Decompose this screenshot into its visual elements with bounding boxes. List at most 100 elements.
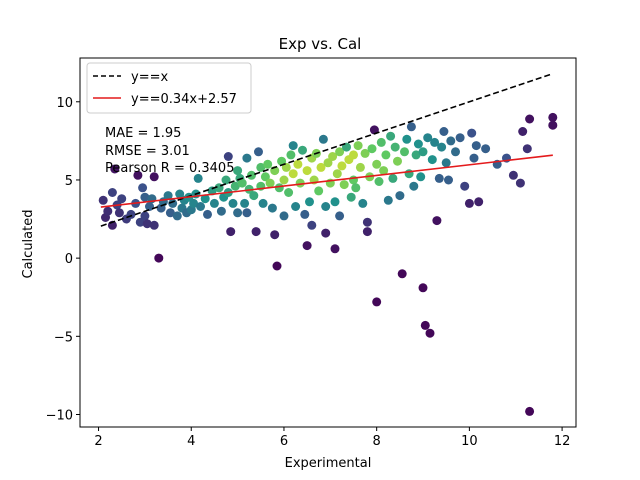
data-point <box>376 137 386 147</box>
legend-label-fit: y==0.34x+2.57 <box>131 92 237 107</box>
data-point <box>388 173 398 183</box>
data-point <box>226 227 236 237</box>
data-point <box>432 216 442 226</box>
data-point <box>145 202 154 211</box>
data-point <box>154 253 164 263</box>
data-point <box>393 156 402 166</box>
data-point <box>515 178 525 188</box>
data-point <box>233 208 243 218</box>
data-point <box>175 189 185 199</box>
data-point <box>427 155 437 165</box>
data-point <box>189 198 199 208</box>
data-point <box>216 206 226 216</box>
data-point <box>418 147 428 157</box>
data-point <box>351 183 361 193</box>
data-point <box>196 202 205 211</box>
data-point <box>265 178 275 188</box>
data-point <box>142 219 152 229</box>
x-tick-label: 4 <box>187 434 195 449</box>
data-point <box>455 133 465 143</box>
data-point <box>251 227 261 237</box>
data-point <box>406 122 416 132</box>
metrics-annotation: MAE = 1.95 RMSE = 3.01 Pearson R = 0.340… <box>105 126 234 176</box>
data-point <box>149 172 159 182</box>
data-point <box>133 170 143 180</box>
data-point <box>165 208 175 218</box>
data-point <box>316 162 326 172</box>
data-point <box>474 197 484 207</box>
legend: y==x y==0.34x+2.57 <box>86 62 252 114</box>
data-point <box>203 209 212 219</box>
data-point <box>525 114 535 124</box>
data-point <box>342 142 351 152</box>
data-point <box>358 198 368 208</box>
data-point <box>437 142 447 152</box>
y-tick-label: 5 <box>65 174 73 189</box>
data-point <box>279 211 289 221</box>
data-point <box>390 142 400 152</box>
data-point <box>434 173 444 183</box>
data-point <box>279 175 289 185</box>
data-point <box>372 297 382 307</box>
data-point <box>172 211 182 221</box>
data-point <box>258 198 268 208</box>
data-point <box>272 261 282 271</box>
data-point <box>379 166 389 176</box>
data-point <box>349 150 358 160</box>
data-point <box>418 283 428 293</box>
data-point <box>330 197 340 207</box>
y-tick-label: 0 <box>65 252 73 267</box>
data-point <box>291 202 301 211</box>
data-point <box>481 144 491 154</box>
data-point <box>321 228 331 238</box>
data-point <box>402 134 412 144</box>
data-point <box>420 320 430 330</box>
data-point <box>362 217 372 227</box>
data-point <box>411 150 421 160</box>
data-point <box>464 198 474 208</box>
data-point <box>441 158 451 168</box>
data-point <box>302 241 312 251</box>
data-point <box>362 227 372 237</box>
points-layer <box>98 112 558 416</box>
data-point <box>140 192 150 202</box>
data-point <box>193 173 203 183</box>
data-point <box>307 220 317 230</box>
data-point <box>110 164 120 174</box>
data-point <box>349 175 358 185</box>
data-point <box>439 127 449 136</box>
data-point <box>451 147 460 157</box>
data-point <box>372 159 382 169</box>
x-tick-label: 8 <box>373 434 381 449</box>
data-point <box>314 186 324 196</box>
data-point <box>374 177 384 186</box>
data-point <box>107 188 117 197</box>
data-point <box>117 194 127 204</box>
data-point <box>249 191 259 201</box>
data-point <box>460 181 470 191</box>
x-tick-label: 2 <box>94 434 102 449</box>
data-point <box>98 195 108 205</box>
rmse-text: RMSE = 3.01 <box>105 144 190 159</box>
data-point <box>270 230 280 240</box>
fit-line <box>100 154 553 208</box>
data-point <box>518 127 528 136</box>
data-point <box>335 211 345 221</box>
data-point <box>339 180 349 190</box>
data-point <box>260 172 270 182</box>
data-point <box>413 139 423 149</box>
data-point <box>274 183 284 193</box>
data-point <box>200 194 210 204</box>
data-point <box>444 175 453 185</box>
data-point <box>423 133 433 143</box>
data-point <box>295 178 305 188</box>
data-point <box>548 112 558 122</box>
data-point <box>335 147 345 157</box>
data-point <box>281 162 291 172</box>
data-point <box>138 183 148 193</box>
data-point <box>332 169 342 179</box>
data-point <box>469 153 479 163</box>
x-tick-label: 12 <box>554 434 571 449</box>
data-point <box>298 145 307 155</box>
